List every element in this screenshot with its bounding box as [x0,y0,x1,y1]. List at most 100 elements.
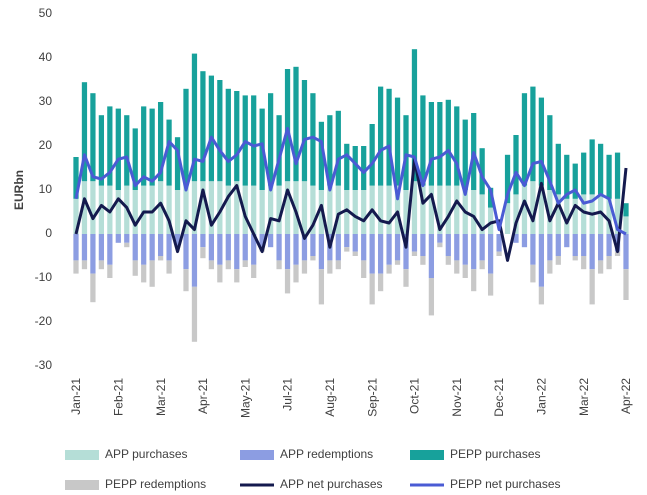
bar [141,106,147,186]
bar [225,88,231,186]
bar [208,181,215,234]
bar [606,256,612,270]
bar [191,286,198,342]
bar [487,187,494,208]
bar [479,234,485,261]
x-tick-label: Mar-21 [154,378,168,416]
bar [234,234,240,270]
bar [107,106,113,186]
bar [623,234,629,270]
bar [73,198,79,234]
bar [166,260,172,274]
bar [462,234,468,265]
bar [284,181,291,234]
bar [327,185,333,234]
bar [530,86,536,182]
bar [200,181,206,234]
legend-label: PEPP purchases [450,447,541,461]
legend-item: APP purchases [65,447,188,461]
bar [251,234,257,265]
bar [107,234,113,265]
bar [471,190,477,234]
bar [344,234,350,248]
bar [174,190,181,234]
bar [589,139,595,195]
legend-label: APP redemptions [280,447,373,461]
bar [564,234,570,248]
bar [276,115,282,186]
bar [251,185,257,234]
bar [589,234,595,270]
bar [200,234,206,248]
bar [597,260,604,274]
legend-label: PEPP net purchases [450,477,561,491]
y-tick-label: -10 [35,270,53,284]
bar [310,185,316,234]
bar [471,234,477,270]
bar [310,256,316,261]
bar [124,234,130,243]
bar [301,234,308,261]
bar [394,97,401,186]
bar [267,234,274,248]
x-tick-label: Apr-22 [619,378,633,414]
legend-label: APP purchases [105,447,188,461]
bar [310,93,316,186]
bar [361,234,367,261]
bar [327,115,333,186]
x-tick-label: Jul-21 [281,378,295,411]
legend-swatch [410,450,444,460]
bar [191,234,198,287]
bar [454,106,460,186]
bar [377,86,384,186]
bar [555,143,561,195]
bar [361,146,367,190]
bar [217,234,223,265]
bar [513,194,519,234]
bar [149,260,155,287]
bar [445,256,451,265]
x-tick-label: Feb-21 [111,378,125,416]
legend-item: PEPP purchases [410,447,541,461]
bar [251,264,257,278]
bar [124,115,130,186]
bar [454,234,460,261]
bar [606,154,612,199]
bar [555,194,561,234]
bar [132,190,138,234]
legend-swatch [65,480,99,490]
bar [225,260,231,270]
bar [208,75,215,182]
x-tick-label: Apr-21 [196,378,210,414]
bar [420,95,426,186]
bar [614,198,621,234]
bar [293,66,299,182]
bar [597,194,604,234]
bar [141,234,147,265]
bar [166,234,172,261]
bar [361,190,367,234]
bar [521,234,528,248]
bar [361,260,367,278]
bar [293,264,299,283]
bar [394,260,401,265]
bar [386,88,392,186]
bar [217,80,223,182]
bar [157,234,164,256]
y-tick-label: 10 [39,182,53,196]
bar [538,286,545,305]
bar [208,234,215,261]
y-tick-label: 40 [39,50,53,64]
bar [479,260,485,270]
bar [234,91,240,182]
bar [157,102,164,182]
bar [98,115,105,186]
bar [606,198,612,234]
legend-item: APP net purchases [240,477,383,491]
bar [394,185,401,234]
bar [521,93,528,186]
legend-item: PEPP net purchases [410,477,561,491]
bar [344,247,350,252]
y-tick-label: 0 [45,226,52,240]
bar [225,185,231,234]
